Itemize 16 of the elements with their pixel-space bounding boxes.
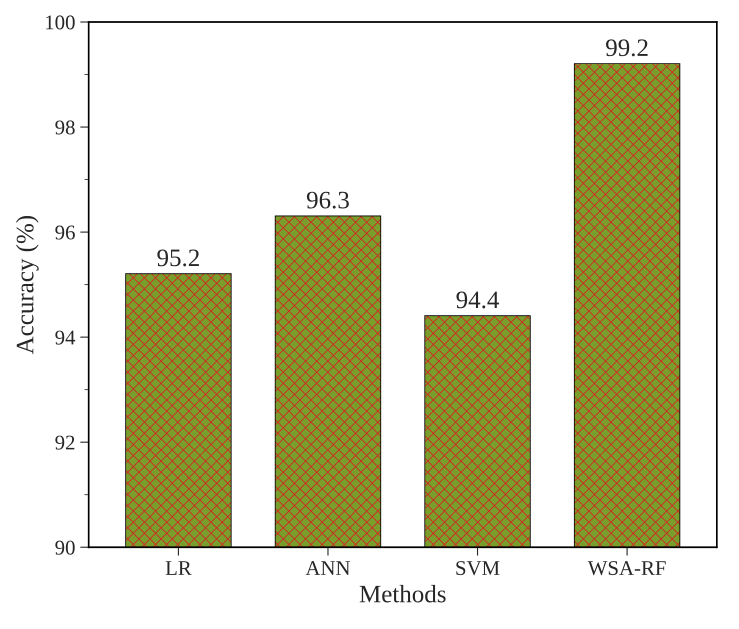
y-tick-label: 98: [55, 120, 75, 134]
y-tick-label: 100: [46, 15, 75, 30]
y-tick-label: 96: [55, 226, 75, 240]
y-tick-label: 94: [55, 330, 76, 345]
y-tick-label: 90: [55, 540, 75, 555]
x-tick-label: WSA-RF: [588, 561, 666, 576]
data-label: 95.2: [157, 249, 199, 266]
x-axis-title: Methods: [360, 584, 446, 602]
data-label: 99.2: [606, 39, 648, 56]
x-tick-label: SVM: [456, 561, 500, 576]
y-tick-label: 92: [55, 436, 74, 450]
data-label: 96.3: [306, 192, 349, 209]
y-axis-title: Accuracy (%): [16, 216, 39, 354]
x-tick-label: ANN: [306, 561, 350, 575]
data-label: 94.4: [456, 291, 500, 308]
x-tick-label: LR: [166, 561, 192, 575]
